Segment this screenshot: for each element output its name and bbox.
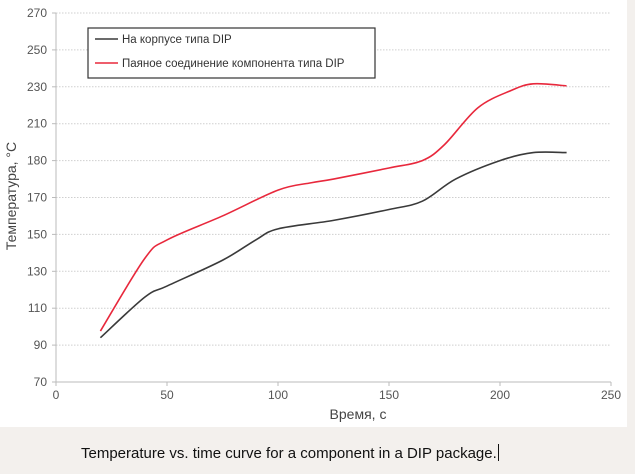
series-line-case (99, 151, 567, 339)
x-axis-label: Время, с (330, 406, 387, 422)
x-tick-label: 150 (379, 388, 399, 402)
x-tick-label: 50 (160, 388, 174, 402)
y-tick-label: 270 (27, 6, 47, 20)
x-tick-label: 0 (53, 388, 60, 402)
y-tick-label: 180 (27, 154, 47, 168)
chart-svg: 70 90 110 130 150 170 180 210 230 250 270 0 50 100 150… (3, 6, 621, 422)
legend-box (87, 27, 376, 79)
y-axis-label: Температура, °C (3, 142, 19, 250)
caption-band: Temperature vs. time curve for a compone… (0, 427, 635, 474)
figure-caption[interactable]: Temperature vs. time curve for a compone… (81, 444, 499, 462)
y-tick-label: 230 (27, 80, 47, 94)
chart: 70 90 110 130 150 170 180 210 230 250 270 0 50 100 150… (0, 0, 627, 427)
y-tick-label: 150 (27, 227, 47, 241)
legend-label-case: На корпусе типа DIP (122, 34, 232, 46)
x-tick-label: 200 (490, 388, 510, 402)
y-tick-label: 70 (34, 375, 48, 389)
x-tick-label: 250 (601, 388, 621, 402)
y-tick-label: 130 (27, 264, 47, 278)
y-tick-label: 210 (27, 117, 47, 131)
y-tick-label: 90 (34, 338, 48, 352)
x-tick-label: 100 (268, 388, 288, 402)
series-line-solder (99, 82, 567, 332)
legend-label-solder: Паяное соединение компонента типа DIP (122, 58, 345, 70)
y-tick-label: 110 (28, 301, 47, 315)
text-cursor (497, 444, 499, 461)
caption-text: Temperature vs. time curve for a compone… (81, 445, 497, 462)
legend: На корпусе типа DIP Паяное соединение ко… (87, 27, 376, 79)
y-tick-label: 250 (27, 43, 47, 57)
y-tick-label: 170 (27, 191, 47, 205)
